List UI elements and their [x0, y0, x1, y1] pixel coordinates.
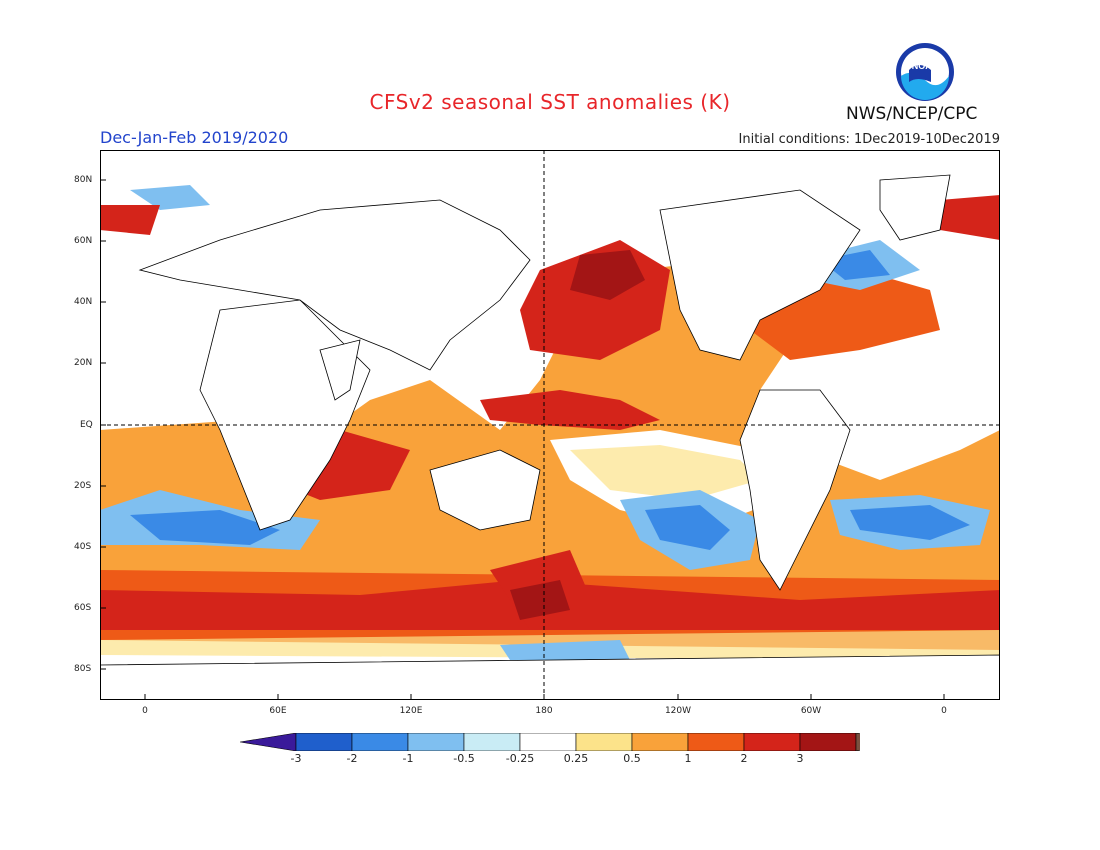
lat-label-80n: 80N — [74, 175, 93, 185]
colorbar-segment — [463, 733, 521, 751]
lon-label-120w: 120W — [664, 706, 692, 716]
lon-label-120e: 120E — [399, 706, 423, 716]
lat-label-60n: 60N — [74, 236, 93, 246]
noaa-logo: NOAA — [896, 43, 954, 101]
colorbar-segment — [855, 733, 860, 751]
chart-title: CFSv2 seasonal SST anomalies (K) — [369, 90, 731, 114]
colorbar-segment — [240, 733, 297, 751]
lat-label-60s: 60S — [74, 603, 92, 613]
colorbar-label: -0.5 — [453, 752, 475, 765]
colorbar-label: -2 — [346, 752, 358, 765]
lat-label-eq: EQ — [80, 420, 93, 430]
lon-label-0-east: 0 — [941, 706, 947, 716]
colorbar-segment — [799, 733, 857, 751]
season-label: Dec-Jan-Feb 2019/2020 — [100, 128, 289, 147]
lon-label-0: 0 — [142, 706, 148, 716]
colorbar-label: 0.5 — [623, 752, 641, 765]
sst-anomaly-map — [100, 150, 1000, 700]
colorbar-label: 1 — [684, 752, 692, 765]
initial-conditions-label: Initial conditions: 1Dec2019-10Dec2019 — [738, 132, 1000, 147]
colorbar-segment — [631, 733, 689, 751]
colorbar-label: 0.25 — [563, 752, 589, 765]
colorbar-segment — [407, 733, 465, 751]
svg-text:NOAA: NOAA — [912, 61, 939, 71]
colorbar-label: 2 — [740, 752, 748, 765]
lon-label-60e: 60E — [269, 706, 287, 716]
lat-label-20n: 20N — [74, 358, 93, 368]
colorbar-label: 3 — [796, 752, 804, 765]
colorbar-segment — [295, 733, 353, 751]
colorbar-segment — [687, 733, 745, 751]
colorbar — [240, 733, 860, 751]
lon-label-180: 180 — [535, 706, 553, 716]
lon-label-60w: 60W — [800, 706, 822, 716]
colorbar-label: -1 — [402, 752, 414, 765]
colorbar-segment — [743, 733, 801, 751]
colorbar-label: -3 — [290, 752, 302, 765]
land-masses — [100, 174, 1000, 700]
colorbar-segment — [351, 733, 409, 751]
lat-label-40s: 40S — [74, 542, 92, 552]
colorbar-label: -0.25 — [505, 752, 535, 765]
lat-label-40n: 40N — [74, 297, 93, 307]
colorbar-segment — [519, 733, 577, 751]
lat-label-80s: 80S — [74, 664, 92, 674]
colorbar-segment — [575, 733, 633, 751]
lat-label-20s: 20S — [74, 481, 92, 491]
agency-label: NWS/NCEP/CPC — [846, 104, 978, 124]
